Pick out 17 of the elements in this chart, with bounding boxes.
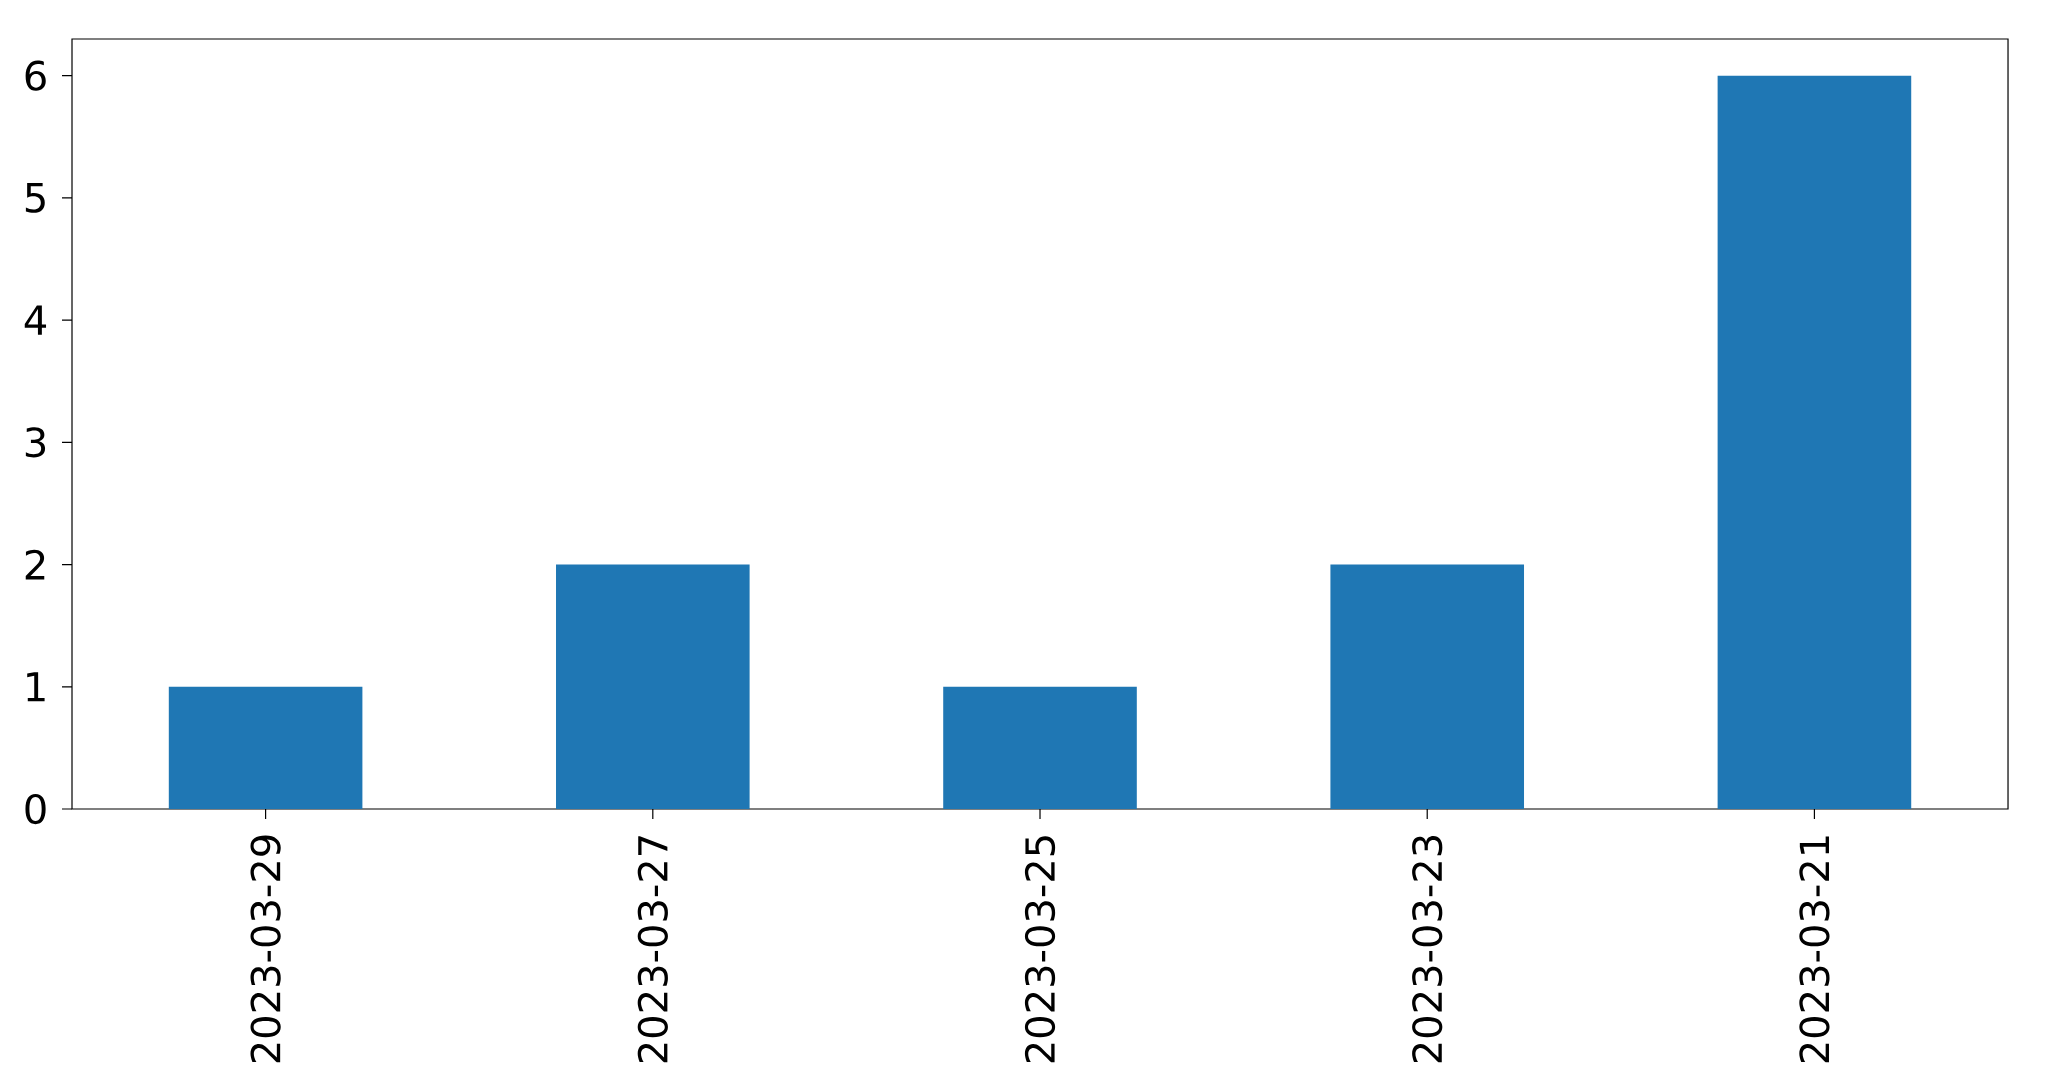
x-tick-label: 2023-03-23: [1412, 836, 1443, 1063]
bar: [1330, 564, 1525, 810]
x-tick-label: 2023-03-21: [1799, 836, 1830, 1063]
y-tick-label: 3: [25, 427, 46, 458]
x-tick-label: 2023-03-27: [637, 836, 668, 1063]
y-tick-label: 4: [24, 305, 47, 335]
y-tick-label: 6: [25, 60, 46, 92]
bar: [1717, 75, 1912, 810]
x-tick-label: 2023-03-25: [1024, 836, 1056, 1063]
x-tick-label: 2023-03-29: [250, 835, 281, 1063]
y-tick-label: 0: [25, 794, 46, 825]
bar: [556, 564, 750, 810]
bar: [943, 687, 1137, 810]
bar: [168, 687, 363, 810]
y-tick-label: 1: [27, 672, 45, 702]
y-tick-label: 5: [25, 183, 45, 213]
y-tick-label: 2: [25, 549, 45, 580]
